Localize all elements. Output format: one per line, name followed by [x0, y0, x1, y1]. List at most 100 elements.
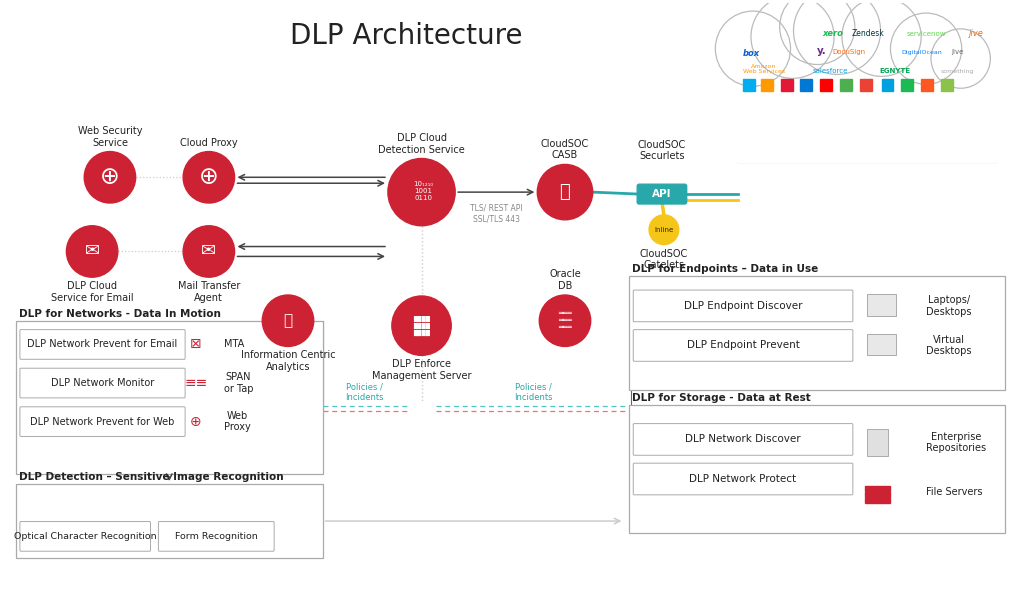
Circle shape	[716, 11, 791, 86]
Bar	[738, 47, 995, 163]
Bar	[866, 333, 896, 355]
Text: CloudSOC
Gatelets: CloudSOC Gatelets	[640, 248, 688, 270]
Text: Oracle
DB: Oracle DB	[549, 269, 581, 291]
Text: MTA: MTA	[223, 339, 244, 349]
Text: Laptops/
Desktops: Laptops/ Desktops	[926, 295, 972, 317]
Text: TLS/ REST API
SSL/TLS 443: TLS/ REST API SSL/TLS 443	[470, 204, 522, 223]
Text: File Servers: File Servers	[926, 487, 983, 497]
Text: 📈: 📈	[284, 313, 293, 328]
Bar	[16, 484, 323, 558]
Text: DLP Network Discover: DLP Network Discover	[685, 434, 801, 444]
Text: Web Security
Service: Web Security Service	[78, 126, 142, 148]
Bar	[780, 79, 793, 91]
Bar	[630, 405, 1006, 534]
Text: 🔒: 🔒	[559, 183, 570, 201]
Text: Enterprise
Repositories: Enterprise Repositories	[926, 431, 986, 453]
Text: API: API	[652, 189, 672, 199]
Bar	[860, 79, 871, 91]
Text: salesforce: salesforce	[812, 69, 848, 74]
Text: ✉: ✉	[85, 242, 99, 261]
Bar	[864, 498, 891, 503]
Text: Policies /
Incidents: Policies / Incidents	[345, 382, 384, 402]
Circle shape	[388, 158, 456, 226]
FancyBboxPatch shape	[633, 463, 853, 495]
FancyBboxPatch shape	[19, 330, 185, 359]
Text: DLP Enforce
Management Server: DLP Enforce Management Server	[372, 359, 471, 381]
Text: DLP Network Monitor: DLP Network Monitor	[51, 378, 155, 388]
Text: DocuSign: DocuSign	[833, 48, 865, 54]
Bar	[882, 79, 893, 91]
Circle shape	[262, 295, 313, 346]
Circle shape	[540, 295, 591, 346]
Text: 10₁₂₁₀: 10₁₂₁₀	[414, 181, 433, 187]
Text: Information Centric
Analytics: Information Centric Analytics	[241, 350, 335, 372]
Text: DLP for Endpoints – Data in Use: DLP for Endpoints – Data in Use	[632, 264, 818, 274]
Text: SPAN
or Tap: SPAN or Tap	[223, 372, 253, 394]
Text: DLP Network Protect: DLP Network Protect	[689, 474, 797, 484]
Text: CloudSOC
CASB: CloudSOC CASB	[541, 139, 589, 161]
Text: Virtual
Desktops: Virtual Desktops	[926, 335, 972, 356]
Text: something: something	[941, 69, 974, 74]
Circle shape	[84, 151, 135, 203]
Text: servicenow: servicenow	[906, 31, 946, 37]
Text: DLP Endpoint Discover: DLP Endpoint Discover	[684, 301, 802, 311]
Circle shape	[67, 226, 118, 277]
Bar	[761, 79, 773, 91]
Text: Amazon
Web Services: Amazon Web Services	[743, 64, 785, 74]
Text: 1001: 1001	[415, 188, 432, 194]
Text: box: box	[743, 48, 760, 57]
FancyBboxPatch shape	[633, 290, 853, 322]
Circle shape	[751, 0, 835, 79]
Text: y.: y.	[817, 46, 827, 56]
Text: DLP for Networks - Data In Motion: DLP for Networks - Data In Motion	[18, 309, 221, 319]
Circle shape	[931, 29, 990, 88]
Circle shape	[794, 0, 881, 74]
Text: 0110: 0110	[415, 195, 432, 201]
Text: xero: xero	[822, 29, 843, 38]
Bar	[922, 79, 933, 91]
Text: DigitalOcean: DigitalOcean	[901, 50, 942, 54]
Text: Web
Proxy: Web Proxy	[223, 411, 251, 433]
Bar	[630, 276, 1006, 390]
Text: ⊕: ⊕	[199, 165, 219, 189]
Text: ⊠: ⊠	[190, 337, 202, 352]
Text: ═══: ═══	[558, 316, 572, 325]
Text: Policies /
Incidents: Policies / Incidents	[515, 382, 553, 402]
Circle shape	[183, 151, 234, 203]
Text: ████: ████	[413, 323, 430, 329]
FancyBboxPatch shape	[633, 330, 853, 361]
Text: jive: jive	[969, 29, 983, 38]
Bar	[820, 79, 833, 91]
Bar	[16, 321, 323, 474]
Text: Mail Transfer
Agent: Mail Transfer Agent	[178, 281, 240, 303]
Text: ⊕: ⊕	[190, 415, 202, 428]
Circle shape	[392, 296, 452, 355]
Circle shape	[183, 226, 234, 277]
Text: DLP Endpoint Prevent: DLP Endpoint Prevent	[687, 340, 800, 350]
Text: jive: jive	[951, 48, 964, 54]
Circle shape	[779, 0, 855, 64]
FancyBboxPatch shape	[19, 407, 185, 437]
Text: Zendesk: Zendesk	[852, 29, 885, 38]
Text: EGNYTE: EGNYTE	[880, 69, 910, 74]
Text: ═══: ═══	[558, 309, 572, 319]
Circle shape	[538, 164, 593, 220]
Text: CloudSOC
Securlets: CloudSOC Securlets	[638, 140, 686, 161]
Bar	[901, 79, 913, 91]
Bar	[840, 79, 852, 91]
Text: Form Recognition: Form Recognition	[175, 532, 258, 541]
Text: DLP Architecture: DLP Architecture	[291, 22, 523, 50]
Circle shape	[891, 13, 962, 85]
Text: Inline: Inline	[654, 227, 674, 233]
FancyBboxPatch shape	[159, 521, 274, 551]
Bar	[743, 79, 755, 91]
FancyBboxPatch shape	[19, 521, 151, 551]
Bar	[864, 492, 891, 497]
Bar	[941, 79, 952, 91]
Text: DLP for Storage - Data at Rest: DLP for Storage - Data at Rest	[632, 393, 811, 403]
Text: Optical Character Recognition: Optical Character Recognition	[14, 532, 157, 541]
Bar	[801, 79, 812, 91]
Text: ⊕: ⊕	[100, 165, 120, 189]
Text: DLP Cloud
Detection Service: DLP Cloud Detection Service	[378, 133, 465, 154]
Bar	[866, 294, 896, 316]
